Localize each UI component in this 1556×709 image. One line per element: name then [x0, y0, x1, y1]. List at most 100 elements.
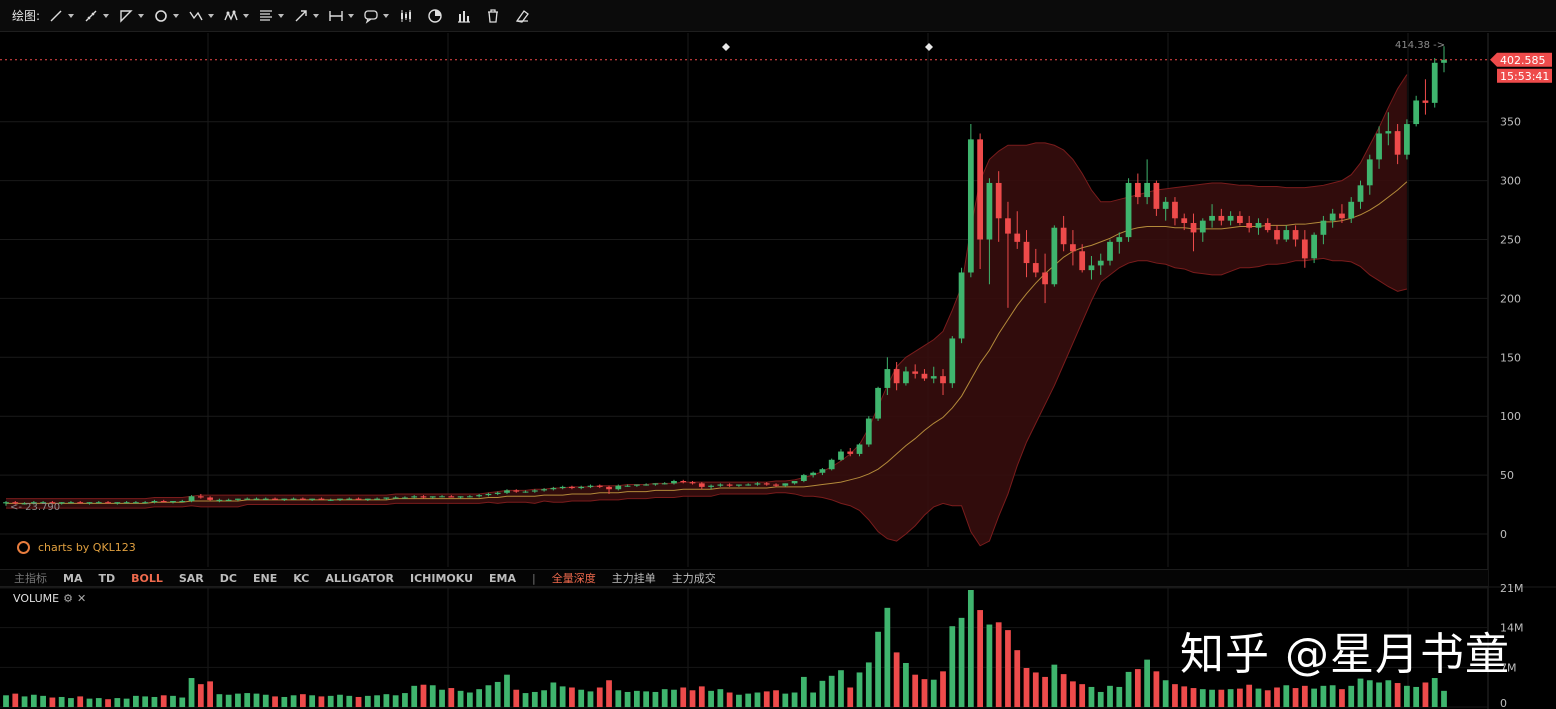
- trash-icon: [488, 8, 499, 23]
- volume-bar: [364, 695, 371, 707]
- candle-body: [513, 490, 520, 492]
- candle-body: [698, 483, 705, 487]
- volume-bar: [865, 662, 872, 707]
- volume-bar: [439, 689, 445, 707]
- volume-bar: [327, 695, 334, 707]
- candlestick-icon: [401, 9, 412, 22]
- volume-bar: [281, 696, 288, 707]
- candle-body: [578, 486, 585, 489]
- volume-bar: [1097, 691, 1104, 707]
- indicator-alligator[interactable]: ALLIGATOR: [325, 571, 394, 585]
- candle-body: [476, 495, 483, 497]
- candle-body: [708, 485, 714, 487]
- volume-bar: [550, 682, 557, 707]
- measure-tool[interactable]: [328, 5, 355, 27]
- candle-body: [21, 503, 28, 505]
- candle-body: [1246, 223, 1253, 228]
- candle-body: [105, 502, 111, 504]
- volume-bar: [290, 695, 297, 707]
- indicator-kc[interactable]: KC: [293, 571, 310, 585]
- pie-tool[interactable]: [427, 5, 443, 27]
- close-icon[interactable]: ✕: [76, 592, 87, 605]
- qkl-logo-icon: [17, 541, 30, 554]
- candle-body: [300, 498, 306, 500]
- indicator-boll[interactable]: BOLL: [131, 571, 163, 585]
- indicator-dc[interactable]: DC: [219, 571, 237, 585]
- volume-bar: [745, 693, 752, 707]
- candle-body: [1301, 239, 1308, 259]
- candle-body: [1366, 159, 1373, 186]
- volume-bar: [921, 679, 928, 707]
- volume-bar: [782, 693, 789, 707]
- volume-bar: [1255, 688, 1262, 707]
- indicator-extra-2[interactable]: 主力成交: [671, 572, 716, 585]
- volume-bar: [903, 662, 909, 707]
- candle-body: [1413, 100, 1420, 125]
- pattern-tool[interactable]: [223, 5, 250, 27]
- zigzag-tool[interactable]: [188, 5, 215, 27]
- candle-body: [1079, 251, 1086, 271]
- indicator-extra-1[interactable]: 主力挂单: [611, 572, 656, 585]
- note-tool[interactable]: [363, 5, 390, 27]
- last-price-tag: [1490, 52, 1552, 67]
- indicator-extra-0[interactable]: 全量深度: [551, 572, 596, 585]
- candle-body: [958, 272, 965, 339]
- candle-body: [1237, 215, 1243, 224]
- candle-body: [1339, 213, 1345, 219]
- indicator-ma[interactable]: MA: [63, 571, 83, 585]
- candle-body: [1116, 237, 1123, 242]
- triangle-tool[interactable]: [118, 5, 145, 27]
- candle-body: [967, 139, 974, 273]
- boll-lower-line: [6, 257, 1408, 547]
- candle-body: [1060, 227, 1067, 245]
- volume-bar: [958, 617, 965, 707]
- volume-bar: [1125, 671, 1132, 707]
- candle-tool[interactable]: [398, 5, 414, 27]
- volume-bar: [1116, 686, 1123, 707]
- candle-body: [346, 498, 353, 500]
- arrow-icon: [295, 9, 307, 21]
- volume-bar: [1376, 682, 1382, 707]
- volume-bar: [151, 696, 158, 707]
- last-price-time-tag: [1497, 68, 1552, 83]
- candle-body: [448, 496, 455, 498]
- volume-bar: [671, 689, 677, 707]
- chevron-down-icon: [103, 13, 110, 18]
- chart-area[interactable]: 0 50 100 150 200 250 300 350 21M 14M 7M 0 402.585 15:…: [0, 33, 1556, 709]
- volume-bar: [244, 693, 251, 707]
- indicator-ene[interactable]: ENE: [253, 571, 278, 585]
- candle-body: [1422, 100, 1429, 103]
- volume-bar: [643, 691, 650, 707]
- gear-icon[interactable]: ⚙: [63, 592, 73, 605]
- arrow-tool[interactable]: [293, 5, 320, 27]
- indicator-ema[interactable]: EMA: [489, 571, 516, 585]
- volume-bar: [606, 680, 612, 707]
- volume-header: VOLUME ⚙ ✕: [13, 592, 86, 605]
- volume-bar: [1005, 630, 1011, 707]
- volume-bar: [596, 687, 603, 707]
- volume-bar: [86, 698, 93, 707]
- candlestick-chart[interactable]: 0 50 100 150 200 250 300 350 21M 14M 7M 0 402.585 15:…: [0, 33, 1556, 709]
- candle-body: [114, 502, 121, 504]
- line-tool[interactable]: [48, 5, 75, 27]
- pen-tool[interactable]: [83, 5, 110, 27]
- indicator-sar[interactable]: SAR: [178, 571, 204, 585]
- fib-tool[interactable]: [258, 5, 285, 27]
- volume-bar: [476, 689, 483, 707]
- trash-tool[interactable]: [485, 5, 501, 27]
- candle-body: [1088, 265, 1095, 271]
- bars-tool[interactable]: [456, 5, 472, 27]
- volume-bar: [977, 610, 984, 707]
- candle-body: [1385, 131, 1392, 134]
- candle-body: [745, 484, 752, 486]
- eraser-tool[interactable]: [514, 5, 530, 27]
- candle-body: [1153, 182, 1160, 209]
- indicator-td[interactable]: TD: [98, 571, 116, 585]
- candle-body: [875, 387, 881, 419]
- candle-body: [123, 502, 130, 504]
- line-icon: [50, 10, 62, 21]
- circle-tool[interactable]: [153, 5, 180, 27]
- indicator-ichimoku[interactable]: ICHIMOKU: [409, 571, 474, 585]
- volume-tick-label: 7M: [1500, 661, 1517, 674]
- candle-body: [1199, 220, 1206, 233]
